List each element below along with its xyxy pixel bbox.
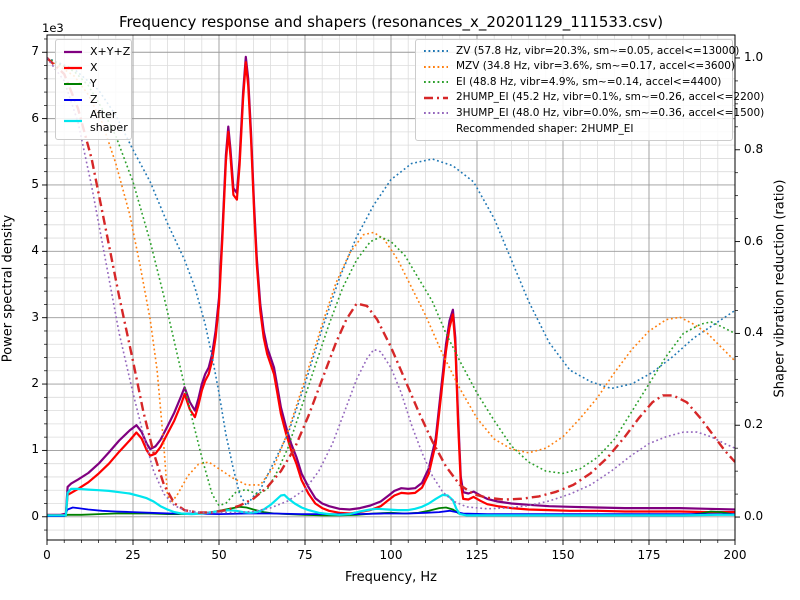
legend-label-zv: ZV (57.8 Hz, vibr=20.3%, sm~=0.05, accel…	[456, 44, 740, 57]
legend-label-y: Y	[90, 76, 97, 90]
legend-entry-y: Y	[63, 76, 124, 91]
x-tick-label: 100	[379, 548, 403, 562]
legend-label-three-hump-ei: 3HUMP_EI (48.0 Hz, vibr=0.0%, sm~=0.36, …	[456, 106, 765, 119]
series-ei	[47, 57, 735, 507]
legend-label-mzv: MZV (34.8 Hz, vibr=3.6%, sm~=0.17, accel…	[456, 60, 736, 73]
legend-handle-y	[64, 82, 82, 85]
legend-label-x: X	[90, 60, 98, 74]
right-y-tick-label: 0.6	[744, 233, 764, 248]
series-x	[47, 61, 735, 517]
left-y-tick-label: 7	[31, 44, 39, 59]
legend-entry-zv: ZV (57.8 Hz, vibr=20.3%, sm~=0.05, accel…	[423, 44, 739, 59]
legend-handle-two-hump-ei	[424, 96, 448, 99]
legend-entry-three-hump-ei: 3HUMP_EI (48.0 Hz, vibr=0.0%, sm~=0.36, …	[423, 106, 764, 121]
legend-entry-ei: EI (48.8 Hz, vibr=4.9%, sm~=0.14, accel<…	[423, 75, 725, 90]
legend-label-ei: EI (48.8 Hz, vibr=4.9%, sm~=0.14, accel<…	[456, 75, 722, 88]
x-tick-label: 125	[465, 548, 489, 562]
left-y-tick-label: 5	[31, 176, 39, 191]
chart-title: Frequency response and shapers (resonanc…	[118, 13, 664, 31]
legend-entry-recommendation: Recommended shaper: 2HUMP_EI	[423, 122, 725, 137]
legend-handle-ei	[424, 81, 448, 84]
legend-handle-zv	[424, 50, 448, 53]
right-y-tick-label: 0.2	[744, 417, 764, 432]
left-y-tick-label: 3	[31, 309, 39, 324]
legend-label-z: Z	[90, 92, 98, 106]
legend-handle-x-plus-y-plus-z	[64, 50, 82, 53]
legend-entry-mzv: MZV (34.8 Hz, vibr=3.6%, sm~=0.17, accel…	[423, 60, 735, 75]
x-axis-label: Frequency, Hz	[344, 570, 438, 585]
left-y-tick-label: 6	[31, 110, 39, 125]
legend-entry-x-plus-y-plus-z: X+Y+Z	[63, 44, 130, 59]
right-y-tick-label: 0.4	[744, 325, 764, 340]
legend-handle-x	[64, 66, 82, 69]
legend-entry-x: X	[63, 60, 124, 75]
legend-entry-two-hump-ei: 2HUMP_EI (45.2 Hz, vibr=0.1%, sm~=0.26, …	[423, 91, 764, 106]
series-z	[47, 506, 735, 517]
series-zv	[47, 57, 735, 507]
x-tick-label: 175	[637, 548, 661, 562]
legend-handle-z	[64, 98, 82, 101]
legend-handle-three-hump-ei	[424, 112, 448, 115]
y-axis-offset-multiplier: 1e3	[42, 21, 64, 35]
x-tick-label: 150	[551, 548, 575, 562]
shaper-legend: ZV (57.8 Hz, vibr=20.3%, sm~=0.05, accel…	[415, 39, 764, 141]
left-y-tick-label: 1	[31, 442, 39, 457]
legend-label-x-plus-y-plus-z: X+Y+Z	[90, 44, 131, 58]
legend-entry-after-shaper: After shaper	[63, 108, 128, 135]
x-tick-label: 25	[125, 548, 141, 562]
left-y-tick-label: 0	[31, 508, 39, 523]
left-y-tick-label: 4	[31, 243, 39, 258]
legend-label-two-hump-ei: 2HUMP_EI (45.2 Hz, vibr=0.1%, sm~=0.26, …	[456, 91, 765, 104]
recommended-shaper-text: Recommended shaper: 2HUMP_EI	[456, 122, 634, 135]
x-tick-label: 75	[297, 548, 313, 562]
legend-label-after-shaper: After shaper	[90, 108, 128, 135]
legend-handle-after-shaper	[64, 120, 82, 123]
x-tick-label: 50	[211, 548, 227, 562]
series-mzv	[47, 57, 735, 505]
legend-handle-mzv	[424, 65, 448, 68]
legend-entry-z: Z	[63, 92, 124, 107]
psd-legend: X+Y+Z X Y Z After shaper	[55, 39, 132, 140]
right-y-tick-label: 1.0	[744, 49, 764, 64]
x-tick-label: 0	[43, 548, 51, 562]
x-tick-label: 200	[723, 548, 747, 562]
right-y-tick-label: 0.8	[744, 141, 764, 156]
right-y-tick-label: 0.0	[744, 509, 764, 524]
left-y-tick-label: 2	[31, 376, 39, 391]
